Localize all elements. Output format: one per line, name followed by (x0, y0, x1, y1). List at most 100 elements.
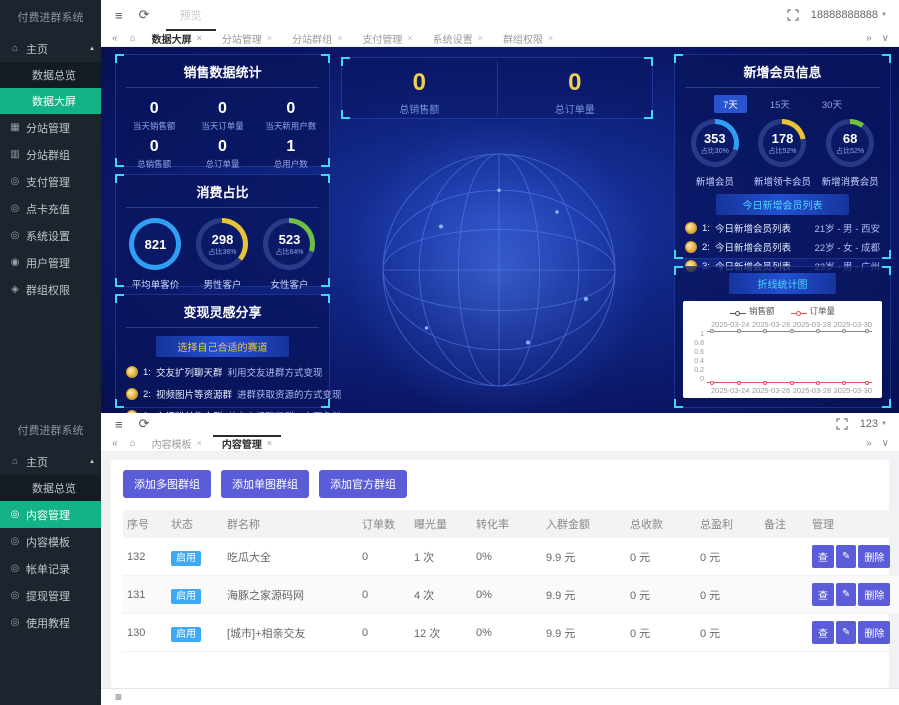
edit-button[interactable]: ✎ (836, 545, 857, 568)
sidebar-item-branch-management[interactable]: ▦ 分站管理 (0, 114, 101, 141)
dropdown-icon: ▼ (881, 421, 887, 427)
view-button[interactable]: 查 (812, 583, 834, 606)
add-multi-image-group-button[interactable]: 添加多图群组 (123, 470, 211, 498)
table-row: 130 启用 [城市]+相亲交友 0 12 次 0% 9.9 元 0 元 0 元 (123, 613, 899, 652)
range-30d[interactable]: 30天 (821, 100, 842, 111)
tab-branch-management[interactable]: 分站管理 × (213, 30, 281, 46)
refresh-icon[interactable]: ⟳ (138, 416, 150, 431)
sidebar-item-branch-groups[interactable]: ▥ 分站群组 (0, 141, 101, 168)
tab-content-templates[interactable]: 内容模板 × (143, 435, 211, 451)
col-orders: 订单数 (358, 510, 410, 538)
tab-label: 分站管理 (221, 34, 262, 46)
panel-new-members: 新增会员信息 7天 15天 30天 353 占比30% 新增会员 (674, 54, 891, 273)
series-orders-line (707, 380, 872, 385)
inspiration-subtitle: 选择自己合适的赛道 (156, 336, 289, 357)
collapse-tabs-icon[interactable]: « (112, 32, 118, 44)
close-icon[interactable]: × (196, 33, 202, 43)
tab-menu-caret-icon[interactable]: ∨ (881, 32, 889, 44)
sidebar-item-home[interactable]: ⌂ 主页 ▲ (0, 448, 101, 475)
chart-plot: 1 0.8 0.6 0.4 0.2 0 (689, 329, 872, 385)
delete-button[interactable]: 删除 (858, 621, 891, 644)
caret-up-icon: ▲ (89, 458, 95, 465)
user-phone: 18888888888 (810, 9, 879, 21)
sidebar-item-withdrawal-management[interactable]: ◎ 提现管理 (0, 582, 101, 609)
edit-button[interactable]: ✎ (836, 621, 857, 644)
tab-group-permissions[interactable]: 群组权限 × (494, 30, 562, 46)
pages-value: 123 (859, 418, 879, 430)
add-single-image-group-button[interactable]: 添加单图群组 (221, 470, 309, 498)
close-icon[interactable]: × (337, 33, 343, 43)
medal-icon (685, 222, 697, 234)
range-15d[interactable]: 15天 (769, 100, 790, 111)
tabbar-top: « ⌂ 数据大屏 × 分站管理 × 分站群组 × 支付管理 × (101, 30, 899, 47)
view-button[interactable]: 查 (812, 621, 834, 644)
range-7d[interactable]: 7天 (714, 95, 747, 113)
tab-data-screen[interactable]: 数据大屏 × (143, 30, 211, 46)
preview-nav-item[interactable]: 预览 (165, 0, 216, 31)
hamburger-icon[interactable]: ≡ (115, 7, 123, 23)
collapse-tabs-icon[interactable]: « (112, 437, 118, 449)
sidebar-item-payment[interactable]: ◎ 支付管理 (0, 168, 101, 195)
close-icon[interactable]: × (407, 33, 413, 43)
view-button[interactable]: 查 (812, 545, 834, 568)
refresh-icon[interactable]: ⟳ (138, 7, 150, 22)
tab-payment[interactable]: 支付管理 × (353, 30, 421, 46)
panel-title: 变现灵感分享 (126, 295, 319, 328)
close-icon[interactable]: × (266, 33, 273, 43)
series-sales-line (707, 329, 872, 333)
hamburger-icon[interactable]: ≡ (115, 416, 123, 432)
medal-icon (126, 388, 138, 400)
main-bottom: ≡ ⟳ 123 ▼ « ⌂ 内容模板 × (101, 413, 899, 688)
grid-icon: ▦ (10, 122, 20, 133)
sidebar-item-home[interactable]: ⌂ 主页 ▲ (0, 35, 101, 62)
range-switcher: 7天 15天 30天 (675, 95, 890, 113)
tab-system-settings[interactable]: 系统设置 × (424, 30, 492, 46)
sidebar-item-label: 点卡充值 (26, 203, 70, 216)
home-tab-icon[interactable]: ⌂ (129, 437, 136, 449)
sidebar-bottom: 付费进群系统 ⌂ 主页 ▲ 数据总览 ◎ 内容管理 ◎ 内容模板 ◎ 帐单 (0, 413, 101, 688)
fullscreen-icon[interactable] (836, 418, 848, 430)
sidebar-item-tutorial[interactable]: ◎ 使用教程 (0, 609, 101, 636)
expand-tabs-icon[interactable]: » (866, 32, 872, 44)
circle-check-icon: ◎ (10, 536, 20, 547)
col-profit: 总盈利 (696, 510, 760, 538)
delete-button[interactable]: 删除 (858, 583, 891, 606)
table-row: 132 启用 吃瓜大全 0 1 次 0% 9.9 元 0 元 0 元 (123, 538, 899, 576)
sidebar-item-billing-records[interactable]: ◎ 帐单记录 (0, 555, 101, 582)
add-official-group-button[interactable]: 添加官方群组 (319, 470, 407, 498)
close-icon[interactable]: × (547, 33, 554, 43)
sidebar-item-content-management[interactable]: ◎ 内容管理 (0, 501, 101, 528)
sidebar-item-content-templates[interactable]: ◎ 内容模板 (0, 528, 101, 555)
tab-menu-caret-icon[interactable]: ∨ (881, 437, 889, 449)
close-icon[interactable]: × (477, 33, 483, 43)
sidebar-item-label: 数据大屏 (32, 96, 76, 108)
sidebar-item-label: 帐单记录 (26, 563, 70, 576)
sidebar-item-system-settings[interactable]: ◎ 系统设置 (0, 222, 101, 249)
sidebar-item-label: 使用教程 (26, 617, 70, 630)
delete-button[interactable]: 删除 (858, 545, 891, 568)
tab-label: 支付管理 (362, 34, 403, 46)
header-bottom: ≡ ⟳ 123 ▼ (101, 413, 899, 435)
donut-new-consuming-members: 68 占比52% 新增消费会员 (817, 119, 884, 188)
sidebar-item-label: 主页 (26, 456, 48, 469)
sidebar-top: 付费进群系统 ⌂ 主页 ▲ 数据总览 数据大屏 ▦ 分站管理 ▥ 分站群组 (0, 0, 101, 413)
edit-button[interactable]: ✎ (836, 583, 857, 606)
sidebar-item-data-screen[interactable]: 数据大屏 (0, 88, 101, 114)
expand-tabs-icon[interactable]: » (866, 437, 872, 449)
member-list-item: 2: 今日新增会员列表 22岁 - 女 - 成都 (675, 240, 890, 254)
fullscreen-icon[interactable] (787, 9, 799, 21)
close-icon[interactable]: × (196, 438, 202, 448)
home-tab-icon[interactable]: ⌂ (129, 32, 136, 44)
sidebar-item-group-permissions[interactable]: ◈ 群组权限 (0, 276, 101, 303)
sidebar-item-data-overview[interactable]: 数据总览 (0, 475, 101, 501)
tab-branch-groups[interactable]: 分站群组 × (283, 30, 351, 46)
sidebar-item-card-recharge[interactable]: ◎ 点卡充值 (0, 195, 101, 222)
sidebar-item-data-overview[interactable]: 数据总览 (0, 62, 101, 88)
hamburger-icon[interactable]: ≡ (115, 690, 123, 704)
sidebar-item-user-management[interactable]: ◉ 用户管理 (0, 249, 101, 276)
donut-male-customers: 298 占比36% 男性客户 (189, 218, 255, 291)
tab-content-management[interactable]: 内容管理 × (213, 435, 281, 451)
pages-selector[interactable]: 123 ▼ (860, 418, 887, 430)
user-account[interactable]: 18888888888 ▼ (811, 9, 887, 21)
close-icon[interactable]: × (266, 438, 273, 448)
